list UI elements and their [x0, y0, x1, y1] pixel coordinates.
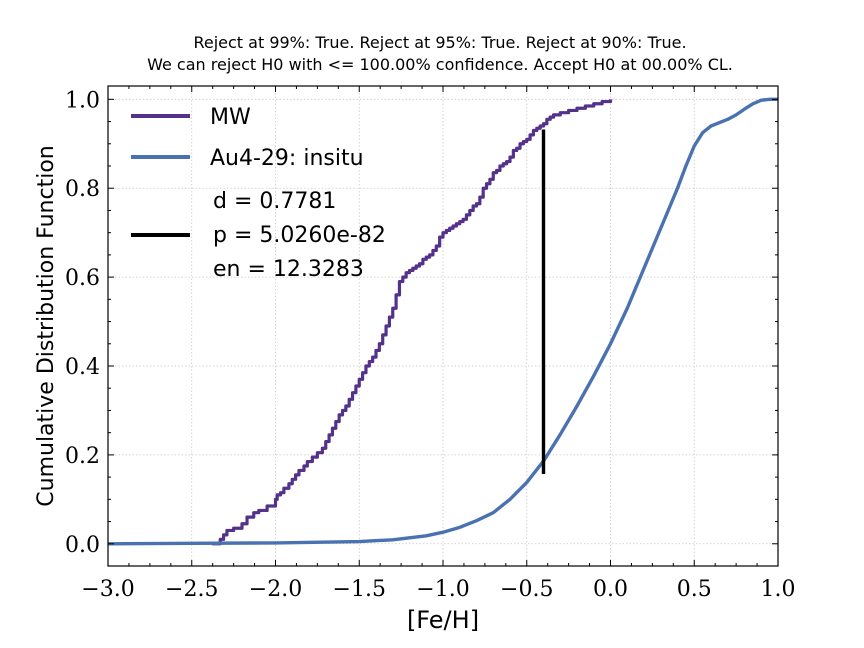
y-tick-label: 0.8 — [65, 177, 100, 202]
x-tick-label: −1.0 — [416, 577, 469, 602]
grid-lines — [108, 86, 778, 566]
axis-ticks: −3.0 −2.5 −2.0 −1.5 −1.0 −0.5 0.0 0.5 1.0 0.0 0.2 0… — [65, 86, 796, 602]
legend-label-au4-29: Au4-29: insitu — [210, 146, 364, 171]
x-tick-label: 0.5 — [677, 577, 712, 602]
x-tick-label: −0.5 — [500, 577, 553, 602]
x-axis-label: [Fe/H] — [407, 606, 479, 634]
legend-label-mw: MW — [210, 105, 251, 130]
y-axis-label: Cumulative Distribution Function — [34, 145, 59, 506]
legend-stat-en: en = 12.3283 — [213, 257, 364, 282]
y-tick-label: 0.4 — [65, 355, 100, 380]
series-mw-line — [211, 99, 613, 546]
x-tick-label: −2.5 — [165, 577, 218, 602]
plot-series — [107, 97, 778, 546]
chart-title-line-2: We can reject H0 with <= 100.00% confide… — [147, 55, 733, 74]
x-tick-label: −3.0 — [81, 577, 134, 602]
legend: MW Au4-29: insitu d = 0.7781 p = 5.0260e… — [131, 105, 386, 282]
legend-stat-d: d = 0.7781 — [213, 189, 336, 214]
chart-title-line-1: Reject at 99%: True. Reject at 95%: True… — [193, 33, 686, 52]
y-tick-label: 1.0 — [65, 88, 100, 113]
x-tick-label: −2.0 — [249, 577, 302, 602]
series-au4-29-insitu-line — [107, 97, 778, 546]
y-tick-label: 0.6 — [65, 266, 100, 291]
x-tick-label: 1.0 — [761, 577, 796, 602]
x-tick-label: −1.5 — [333, 577, 386, 602]
x-tick-label: 0.0 — [593, 577, 628, 602]
y-tick-label: 0.0 — [65, 533, 100, 558]
y-tick-label: 0.2 — [65, 444, 100, 469]
legend-stat-p: p = 5.0260e-82 — [213, 223, 386, 248]
